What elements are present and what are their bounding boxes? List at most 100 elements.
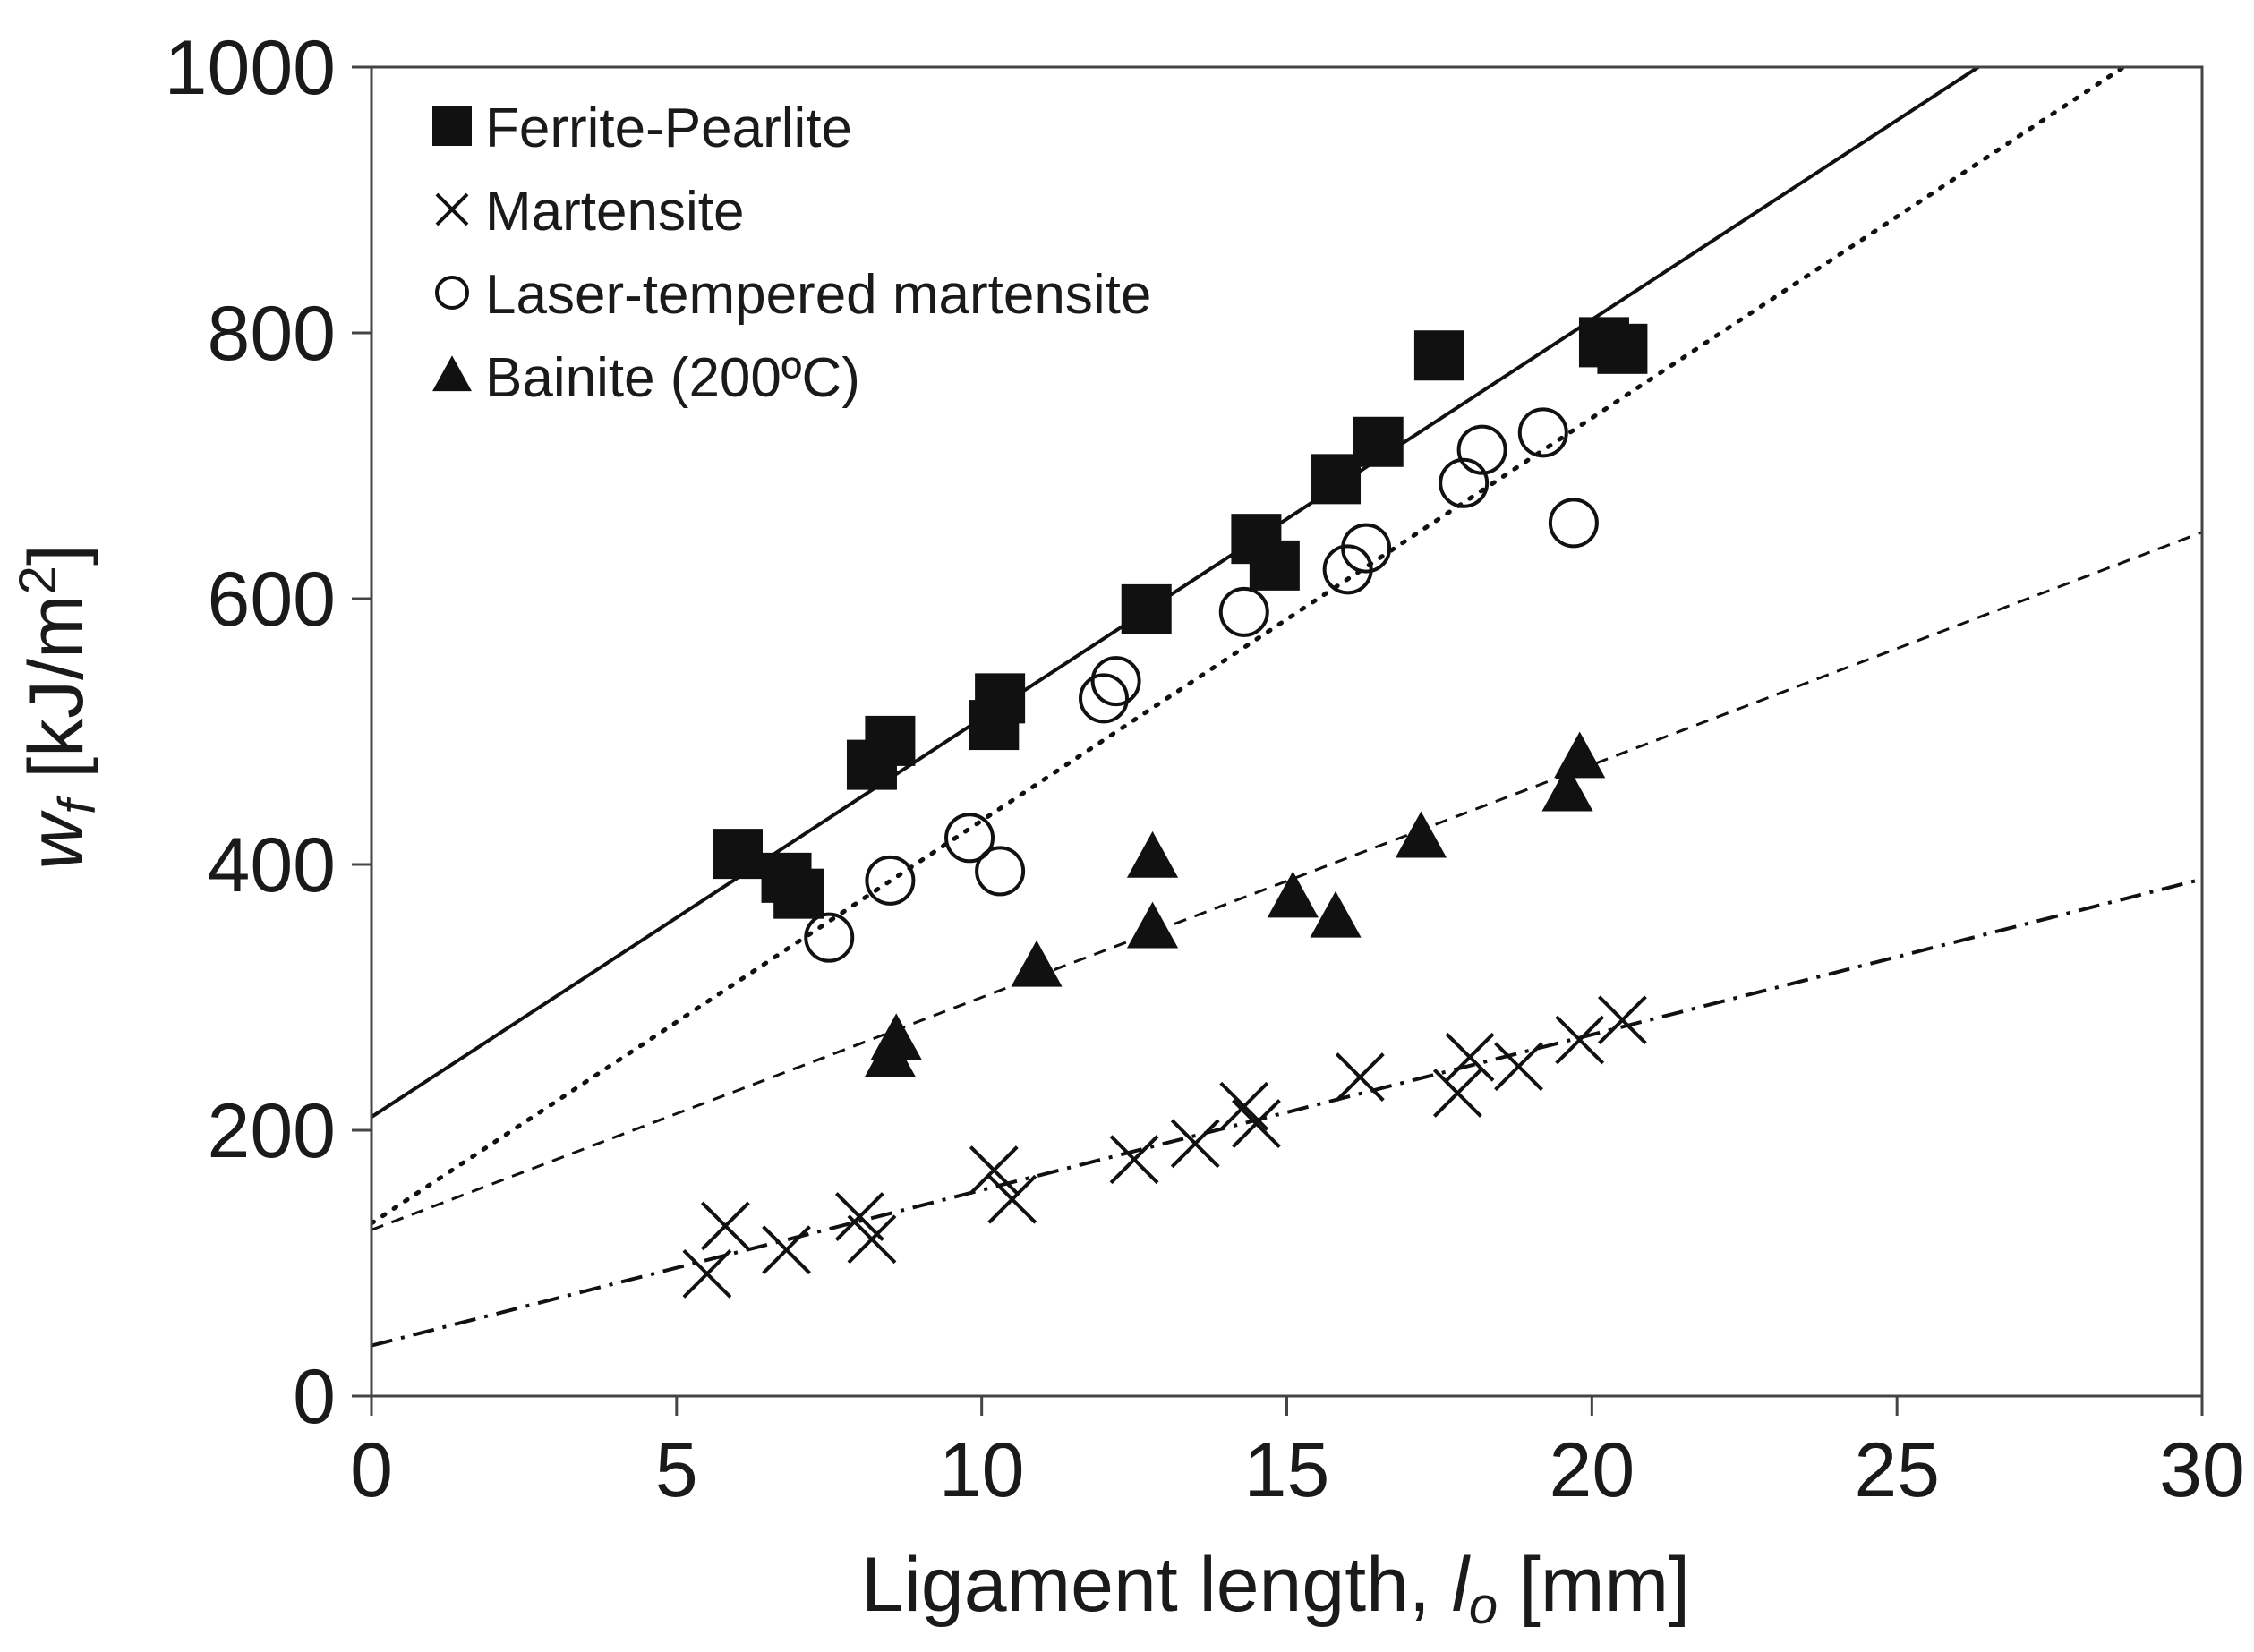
x-tick-label: 20: [1549, 1427, 1635, 1513]
series-martensite: [682, 995, 1647, 1299]
legend-marker-ferrite-pearlite: [432, 106, 472, 146]
cross-stroke: [1432, 1069, 1482, 1118]
data-point-laser-tempered-martensite: [1218, 586, 1269, 637]
data-point-ferrite-pearlite: [773, 868, 824, 919]
cross-stroke: [1494, 1042, 1543, 1092]
data-point-bainite-200-c: [1126, 901, 1179, 949]
y-tick-label: 200: [208, 1088, 337, 1174]
data-point-laser-tempered-martensite: [1322, 544, 1373, 595]
legend-marker-martensite: [435, 192, 469, 226]
data-point-martensite: [1219, 1081, 1269, 1131]
cross-stroke: [1109, 1135, 1159, 1185]
fit-line-martensite: [371, 877, 2202, 1348]
cross-stroke: [1598, 995, 1647, 1045]
data-point-ferrite-pearlite: [1353, 416, 1404, 467]
data-point-martensite: [969, 1145, 1019, 1195]
legend-label-ferrite-pearlite: Ferrite-Pearlite: [485, 98, 852, 159]
y-tick-label: 0: [293, 1354, 336, 1440]
data-point-laser-tempered-martensite: [1341, 523, 1392, 574]
data-point-martensite: [682, 1248, 732, 1299]
series-bainite-200-c: [864, 731, 1606, 1077]
data-point-martensite: [847, 1214, 897, 1265]
y-tick-label: 800: [208, 291, 337, 377]
cross-stroke: [847, 1214, 897, 1265]
cross-stroke: [1170, 1119, 1220, 1169]
cross-stroke: [969, 1145, 1019, 1195]
data-point-ferrite-pearlite: [1249, 540, 1300, 591]
legend-marker-laser-tempered-martensite: [435, 276, 469, 310]
data-point-ferrite-pearlite: [1413, 330, 1464, 381]
data-point-laser-tempered-martensite: [1079, 673, 1129, 724]
data-point-bainite-200-c: [1011, 940, 1063, 987]
legend-label-laser-tempered-martensite: Laser-tempered martensite: [485, 264, 1151, 326]
data-point-martensite: [1494, 1042, 1543, 1092]
data-point-bainite-200-c: [1541, 764, 1593, 812]
series-laser-tempered-martensite: [804, 407, 1599, 963]
data-point-bainite-200-c: [1267, 871, 1319, 918]
data-point-ferrite-pearlite: [1597, 323, 1648, 374]
legend-marker-bainite-200-c: [432, 355, 472, 392]
data-point-martensite: [834, 1192, 884, 1241]
data-point-martensite: [1598, 995, 1647, 1045]
data-point-bainite-200-c: [870, 1013, 922, 1060]
data-point-martensite: [1445, 1032, 1495, 1082]
data-point-bainite-200-c: [1126, 830, 1179, 878]
cross-stroke: [700, 1201, 750, 1251]
data-point-martensite: [1432, 1069, 1482, 1118]
data-point-martensite: [1335, 1052, 1385, 1103]
data-point-laser-tempered-martensite: [1517, 407, 1568, 458]
x-tick-label: 25: [1854, 1427, 1940, 1513]
x-tick-label: 30: [2159, 1427, 2245, 1513]
data-point-martensite: [1232, 1099, 1281, 1148]
cross-stroke: [682, 1248, 732, 1299]
cross-stroke: [1445, 1032, 1495, 1082]
data-point-laser-tempered-martensite: [1439, 457, 1490, 508]
data-point-laser-tempered-martensite: [865, 855, 916, 906]
fit-lines: [371, 67, 2202, 1348]
data-point-laser-tempered-martensite: [1548, 498, 1599, 549]
x-tick-label: 5: [655, 1427, 698, 1513]
data-point-bainite-200-c: [1310, 890, 1362, 938]
legend-label-martensite: Martensite: [485, 181, 744, 243]
data-point-ferrite-pearlite: [865, 715, 916, 766]
cross-stroke: [987, 1174, 1037, 1224]
x-tick-label: 10: [939, 1427, 1025, 1513]
data-markers: [682, 317, 1648, 1299]
data-point-martensite: [987, 1174, 1037, 1224]
cross-stroke: [834, 1192, 884, 1241]
data-point-laser-tempered-martensite: [975, 846, 1026, 897]
y-tick-label: 400: [208, 822, 337, 908]
cross-stroke: [1232, 1099, 1281, 1148]
legend: Ferrite-Pearlite Martensite Laser-tempered…: [432, 98, 1151, 409]
x-axis-title: Ligament length, lo [mm]: [861, 1542, 1690, 1635]
cross-stroke: [435, 192, 469, 226]
cross-stroke: [1555, 1015, 1605, 1065]
series-ferrite-pearlite: [713, 317, 1648, 919]
data-point-martensite: [1170, 1119, 1220, 1169]
data-point-laser-tempered-martensite: [1090, 656, 1141, 707]
cross-stroke: [1335, 1052, 1385, 1103]
data-point-ferrite-pearlite: [975, 673, 1026, 724]
legend-label-bainite-200-c: Bainite (200ºC): [485, 347, 860, 409]
data-point-bainite-200-c: [1395, 811, 1447, 858]
data-point-laser-tempered-martensite: [944, 813, 995, 864]
data-point-laser-tempered-martensite: [1456, 424, 1507, 475]
fit-line-ferrite-pearlite: [371, 67, 1982, 1119]
data-point-bainite-200-c: [1554, 731, 1606, 779]
fit-line-laser-tempered-martensite: [371, 67, 2128, 1226]
data-point-martensite: [1109, 1135, 1159, 1185]
data-point-ferrite-pearlite: [1121, 583, 1172, 634]
y-tick-label: 1000: [165, 25, 336, 111]
y-tick-label: 600: [208, 557, 337, 643]
data-point-martensite: [1555, 1015, 1605, 1065]
x-tick-label: 0: [350, 1427, 393, 1513]
y-axis-title: wf [kJ/m2]: [9, 544, 107, 870]
data-point-ferrite-pearlite: [713, 829, 763, 880]
fit-line-bainite-200-c-: [371, 531, 2202, 1231]
data-point-martensite: [762, 1225, 811, 1275]
cross-stroke: [1219, 1081, 1269, 1131]
data-point-ferrite-pearlite: [1311, 454, 1362, 505]
x-tick-label: 15: [1244, 1427, 1330, 1513]
ticks: 0 5 10 15 20 25 30 0 200 400 600 800 1000: [165, 25, 2245, 1513]
